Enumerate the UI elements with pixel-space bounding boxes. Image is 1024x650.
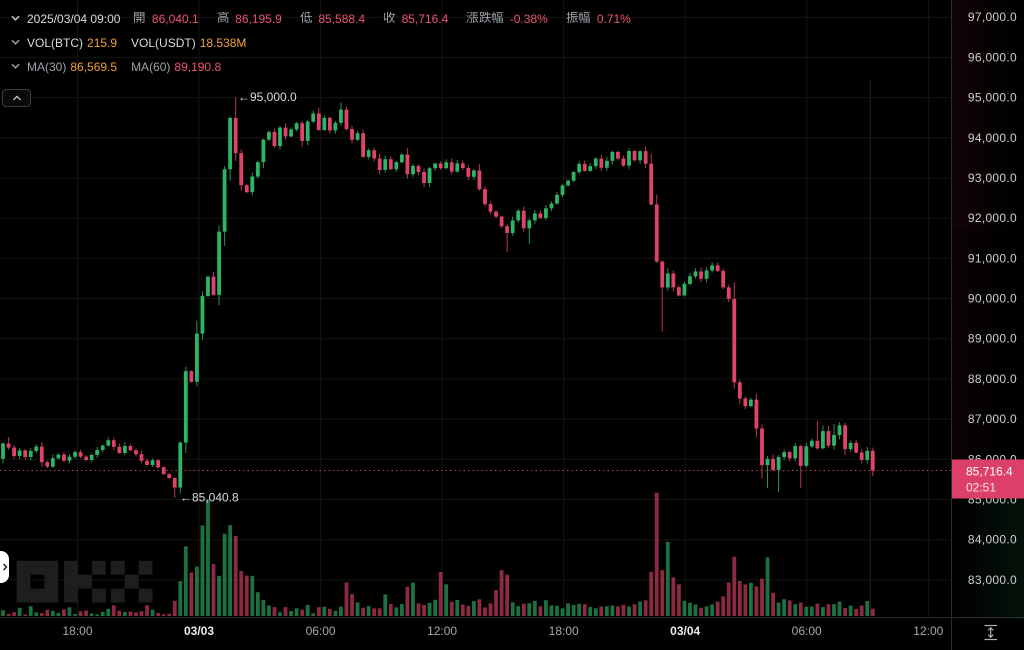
svg-text:94,000.0: 94,000.0 xyxy=(968,131,1017,145)
svg-text:96,000.0: 96,000.0 xyxy=(968,50,1017,64)
svg-text:88,000.0: 88,000.0 xyxy=(968,372,1017,386)
svg-text:12:00: 12:00 xyxy=(427,624,457,638)
svg-text:95,000.0: 95,000.0 xyxy=(968,91,1017,105)
svg-text:91,000.0: 91,000.0 xyxy=(968,251,1017,265)
svg-text:87,000.0: 87,000.0 xyxy=(968,412,1017,426)
svg-text:92,000.0: 92,000.0 xyxy=(968,211,1017,225)
svg-text:18:00: 18:00 xyxy=(62,624,92,638)
svg-text:06:00: 06:00 xyxy=(792,624,822,638)
svg-text:03/03: 03/03 xyxy=(184,624,214,638)
svg-text:84,000.0: 84,000.0 xyxy=(968,533,1017,547)
svg-text:←85,040.8: ←85,040.8 xyxy=(180,491,239,505)
svg-text:←95,000.0: ←95,000.0 xyxy=(238,90,297,104)
svg-text:90,000.0: 90,000.0 xyxy=(968,292,1017,306)
svg-text:03/04: 03/04 xyxy=(670,624,700,638)
svg-text:18:00: 18:00 xyxy=(549,624,579,638)
svg-text:97,000.0: 97,000.0 xyxy=(968,10,1017,24)
svg-text:83,000.0: 83,000.0 xyxy=(968,573,1017,587)
svg-text:89,000.0: 89,000.0 xyxy=(968,332,1017,346)
svg-text:85,716.4: 85,716.4 xyxy=(966,465,1013,479)
svg-text:93,000.0: 93,000.0 xyxy=(968,171,1017,185)
svg-text:06:00: 06:00 xyxy=(306,624,336,638)
svg-text:02:51: 02:51 xyxy=(966,481,996,495)
svg-text:12:00: 12:00 xyxy=(913,624,943,638)
